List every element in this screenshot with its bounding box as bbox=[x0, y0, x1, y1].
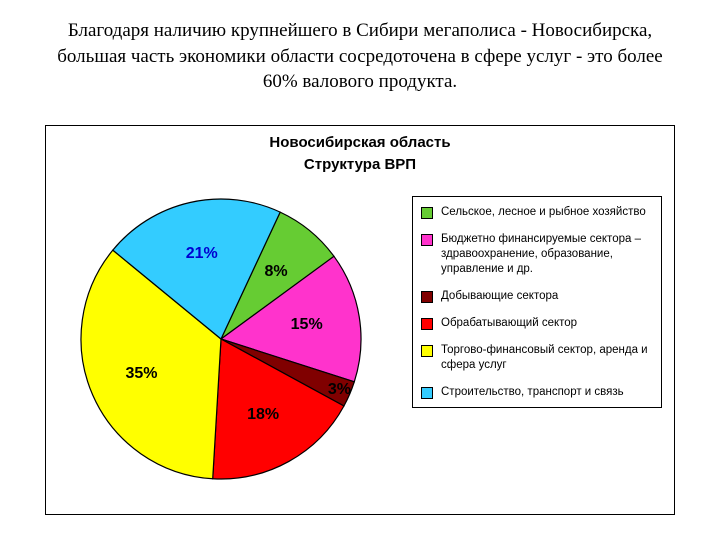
pie-chart: 8% 15% 3% 18% 35% 21% bbox=[76, 194, 366, 484]
legend-swatch bbox=[421, 207, 433, 219]
pie-slice-label: 8% bbox=[265, 263, 288, 281]
pie-slice-label: 15% bbox=[291, 316, 323, 334]
legend: Сельское, лесное и рыбное хозяйство Бюдже… bbox=[412, 196, 662, 408]
pie-slice-label: 18% bbox=[247, 406, 279, 424]
chart-title-line1: Новосибирская область bbox=[46, 132, 674, 154]
pie-slice-label: 21% bbox=[186, 245, 218, 263]
legend-item: Обрабатывающий сектор bbox=[421, 316, 653, 331]
legend-swatch bbox=[421, 234, 433, 246]
pie-svg bbox=[76, 194, 366, 484]
legend-swatch bbox=[421, 387, 433, 399]
legend-label: Сельское, лесное и рыбное хозяйство bbox=[441, 205, 646, 220]
pie-slice-label: 35% bbox=[125, 365, 157, 383]
legend-item: Добывающие сектора bbox=[421, 289, 653, 304]
legend-item: Бюджетно финансируемые сектора – здравоо… bbox=[421, 232, 653, 277]
legend-label: Бюджетно финансируемые сектора – здравоо… bbox=[441, 232, 653, 277]
legend-label: Обрабатывающий сектор bbox=[441, 316, 577, 331]
legend-label: Строительство, транспорт и связь bbox=[441, 385, 624, 400]
legend-swatch bbox=[421, 318, 433, 330]
legend-label: Добывающие сектора bbox=[441, 289, 558, 304]
page-heading: Благодаря наличию крупнейшего в Сибири м… bbox=[0, 0, 720, 105]
chart-title: Новосибирская область Структура ВРП bbox=[46, 126, 674, 176]
legend-swatch bbox=[421, 291, 433, 303]
chart-title-line2: Структура ВРП bbox=[46, 154, 674, 176]
legend-label: Торгово-финансовый сектор, аренда и сфер… bbox=[441, 343, 653, 373]
pie-slice-label: 3% bbox=[328, 381, 351, 399]
chart-frame: Новосибирская область Структура ВРП 8% 15… bbox=[45, 125, 675, 515]
legend-item: Сельское, лесное и рыбное хозяйство bbox=[421, 205, 653, 220]
legend-swatch bbox=[421, 345, 433, 357]
legend-item: Торгово-финансовый сектор, аренда и сфер… bbox=[421, 343, 653, 373]
legend-item: Строительство, транспорт и связь bbox=[421, 385, 653, 400]
